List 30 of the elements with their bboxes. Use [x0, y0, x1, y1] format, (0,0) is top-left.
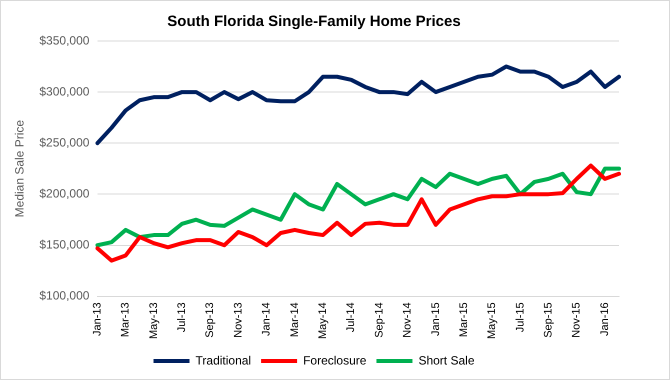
x-tick-label: Sep-14	[373, 302, 386, 338]
x-tick-label: Sep-15	[542, 302, 555, 338]
x-tick-label: Sep-13	[204, 302, 216, 338]
legend-label: Short Sale	[418, 353, 475, 368]
x-tick-label: Jan-16	[598, 302, 611, 336]
y-tick-label: $150,000	[39, 238, 90, 252]
y-tick-label: $100,000	[39, 288, 90, 303]
x-tick-label: Jan-13	[91, 302, 104, 336]
x-tick-label: Jul-14	[345, 302, 358, 332]
y-tick-label: $200,000	[39, 186, 90, 201]
x-tick-label: May-13	[148, 302, 160, 340]
legend-label: Traditional	[196, 353, 252, 368]
x-tick-label: Mar-15	[458, 302, 470, 338]
x-tick-label: Nov-15	[570, 302, 583, 338]
y-tick-label: $300,000	[39, 84, 90, 98]
x-tick-label: Mar-13	[120, 302, 132, 338]
x-tick-label: Jan-14	[260, 302, 273, 336]
y-tick-label: $350,000	[39, 33, 90, 48]
y-tick-label: $250,000	[39, 135, 90, 150]
y-axis-title: Median Sale Price	[12, 120, 27, 218]
x-tick-label: Jul-13	[176, 302, 188, 332]
x-tick-label: Jan-15	[430, 302, 442, 336]
legend-label: Foreclosure	[303, 353, 367, 368]
x-tick-label: Nov-14	[402, 302, 414, 338]
x-tick-label: May-15	[486, 302, 498, 340]
x-tick-label: Jul-15	[514, 302, 526, 332]
chart-title: South Florida Single-Family Home Prices	[167, 13, 461, 30]
x-tick-label: Mar-14	[288, 302, 301, 338]
x-tick-label: Nov-13	[232, 302, 244, 338]
x-tick-label: May-14	[317, 302, 330, 340]
